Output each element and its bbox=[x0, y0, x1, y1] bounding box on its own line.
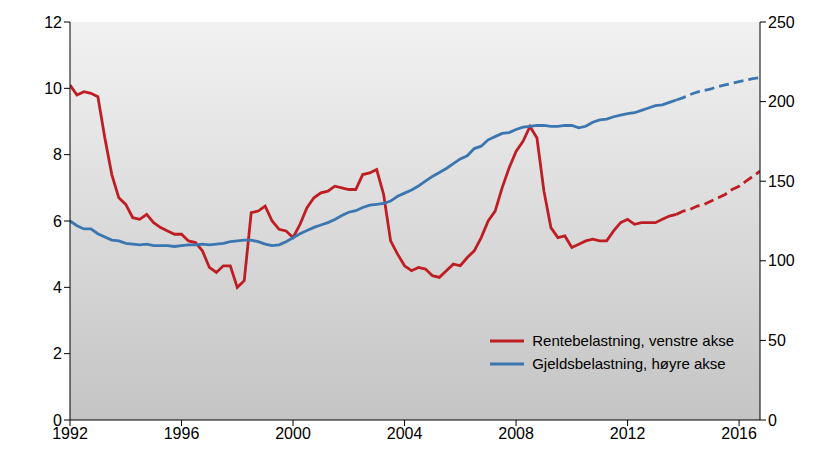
svg-text:1996: 1996 bbox=[164, 425, 200, 442]
svg-text:1992: 1992 bbox=[52, 425, 88, 443]
svg-text:8: 8 bbox=[53, 146, 62, 163]
svg-text:0: 0 bbox=[53, 412, 62, 429]
svg-text:2000: 2000 bbox=[275, 425, 311, 442]
svg-text:2016: 2016 bbox=[721, 425, 757, 442]
svg-text:100: 100 bbox=[768, 252, 795, 269]
html-text:Rentebelastning, venstre akse: Rentebelastning, venstre akse bbox=[532, 332, 734, 349]
svg-text:6: 6 bbox=[53, 213, 62, 230]
svg-text:12: 12 bbox=[44, 14, 62, 31]
svg-text:150: 150 bbox=[768, 173, 795, 190]
svg-text:10: 10 bbox=[44, 80, 62, 97]
svg-text:50: 50 bbox=[768, 332, 786, 349]
svg-text:2004: 2004 bbox=[387, 425, 423, 442]
svg-text:2: 2 bbox=[53, 345, 62, 362]
html-text:Gjeldsbelastning, høyre akse: Gjeldsbelastning, høyre akse bbox=[532, 355, 726, 372]
svg-text:4: 4 bbox=[53, 279, 62, 296]
svg-text:250: 250 bbox=[768, 14, 795, 31]
svg-text:200: 200 bbox=[768, 93, 795, 110]
svg-text:2012: 2012 bbox=[610, 425, 646, 442]
svg-text:2008: 2008 bbox=[498, 425, 534, 442]
svg-text:0: 0 bbox=[768, 412, 777, 429]
